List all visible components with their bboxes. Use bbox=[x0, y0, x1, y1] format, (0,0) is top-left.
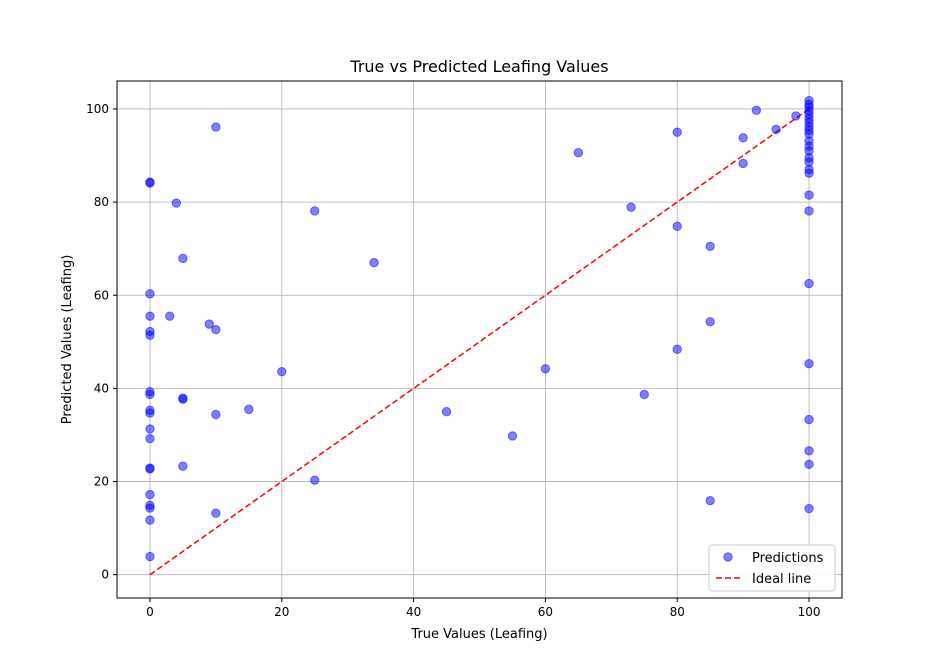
data-point bbox=[626, 202, 636, 212]
x-tick-label-40: 40 bbox=[406, 605, 421, 619]
data-point bbox=[804, 446, 814, 456]
data-point bbox=[672, 127, 682, 137]
y-tick-label-100: 100 bbox=[86, 102, 109, 116]
x-tick-label-0: 0 bbox=[146, 605, 154, 619]
data-point bbox=[573, 148, 584, 158]
data-point bbox=[771, 124, 781, 135]
data-point bbox=[639, 389, 649, 400]
data-point bbox=[145, 551, 155, 562]
data-point bbox=[310, 475, 320, 485]
data-point bbox=[672, 221, 682, 232]
data-point bbox=[804, 414, 814, 425]
legend: Predictions Ideal line bbox=[708, 544, 836, 592]
data-point bbox=[507, 431, 518, 441]
data-point bbox=[145, 289, 155, 299]
x-axis-label: True Values (Leafing) bbox=[410, 627, 547, 642]
chart-title: True vs Predicted Leafing Values bbox=[349, 57, 608, 76]
plot-area-frame bbox=[116, 80, 843, 599]
data-point bbox=[145, 424, 155, 434]
data-point bbox=[145, 464, 155, 474]
data-point bbox=[211, 409, 221, 420]
data-point bbox=[310, 206, 320, 216]
data-point bbox=[277, 366, 287, 377]
y-tick-label-80: 80 bbox=[94, 195, 109, 209]
data-point bbox=[145, 330, 155, 341]
data-point bbox=[145, 515, 155, 525]
legend-box bbox=[708, 544, 836, 592]
data-point bbox=[738, 133, 748, 143]
data-point bbox=[804, 459, 814, 470]
data-point bbox=[804, 168, 814, 178]
data-point bbox=[178, 394, 188, 404]
grid-lines bbox=[117, 81, 842, 598]
axis-ticks: 0 20 40 60 80 100 0 20 40 60 80 100 bbox=[86, 102, 820, 619]
data-point bbox=[145, 503, 155, 513]
x-tick-label-80: 80 bbox=[670, 605, 685, 619]
data-point bbox=[738, 158, 748, 169]
data-point bbox=[672, 344, 682, 354]
data-point bbox=[145, 489, 155, 500]
x-tick-label-100: 100 bbox=[798, 605, 821, 619]
data-point bbox=[178, 253, 188, 264]
data-point bbox=[204, 319, 214, 329]
data-point bbox=[244, 404, 254, 415]
data-point bbox=[145, 178, 155, 188]
data-point bbox=[178, 461, 188, 471]
legend-marker-predictions bbox=[723, 552, 733, 562]
prediction-points bbox=[145, 95, 814, 562]
data-point bbox=[705, 241, 715, 252]
data-point bbox=[791, 111, 801, 121]
y-axis-label: Predicted Values (Leafing) bbox=[60, 255, 75, 425]
y-tick-label-40: 40 bbox=[94, 381, 109, 395]
data-point bbox=[804, 359, 814, 369]
data-point bbox=[211, 325, 221, 335]
y-tick-label-0: 0 bbox=[101, 568, 109, 582]
data-point bbox=[751, 105, 762, 116]
data-point bbox=[145, 434, 155, 444]
data-point bbox=[145, 311, 155, 321]
y-tick-label-20: 20 bbox=[94, 475, 109, 489]
data-point bbox=[369, 257, 379, 268]
data-point bbox=[804, 278, 814, 289]
legend-label-ideal-line: Ideal line bbox=[752, 572, 811, 587]
x-tick-label-20: 20 bbox=[274, 605, 289, 619]
data-point bbox=[171, 198, 182, 208]
data-point bbox=[211, 122, 221, 132]
data-point bbox=[540, 364, 551, 374]
data-point bbox=[165, 311, 175, 321]
y-tick-label-60: 60 bbox=[94, 288, 109, 302]
data-point bbox=[145, 408, 155, 418]
data-point bbox=[804, 206, 814, 216]
data-point bbox=[145, 389, 155, 400]
data-point bbox=[441, 406, 452, 417]
data-point bbox=[705, 317, 715, 327]
data-point bbox=[804, 190, 814, 200]
legend-label-predictions: Predictions bbox=[752, 551, 824, 566]
x-tick-label-60: 60 bbox=[538, 605, 553, 619]
data-point bbox=[211, 508, 221, 518]
data-point bbox=[705, 495, 715, 506]
data-point bbox=[804, 503, 814, 514]
